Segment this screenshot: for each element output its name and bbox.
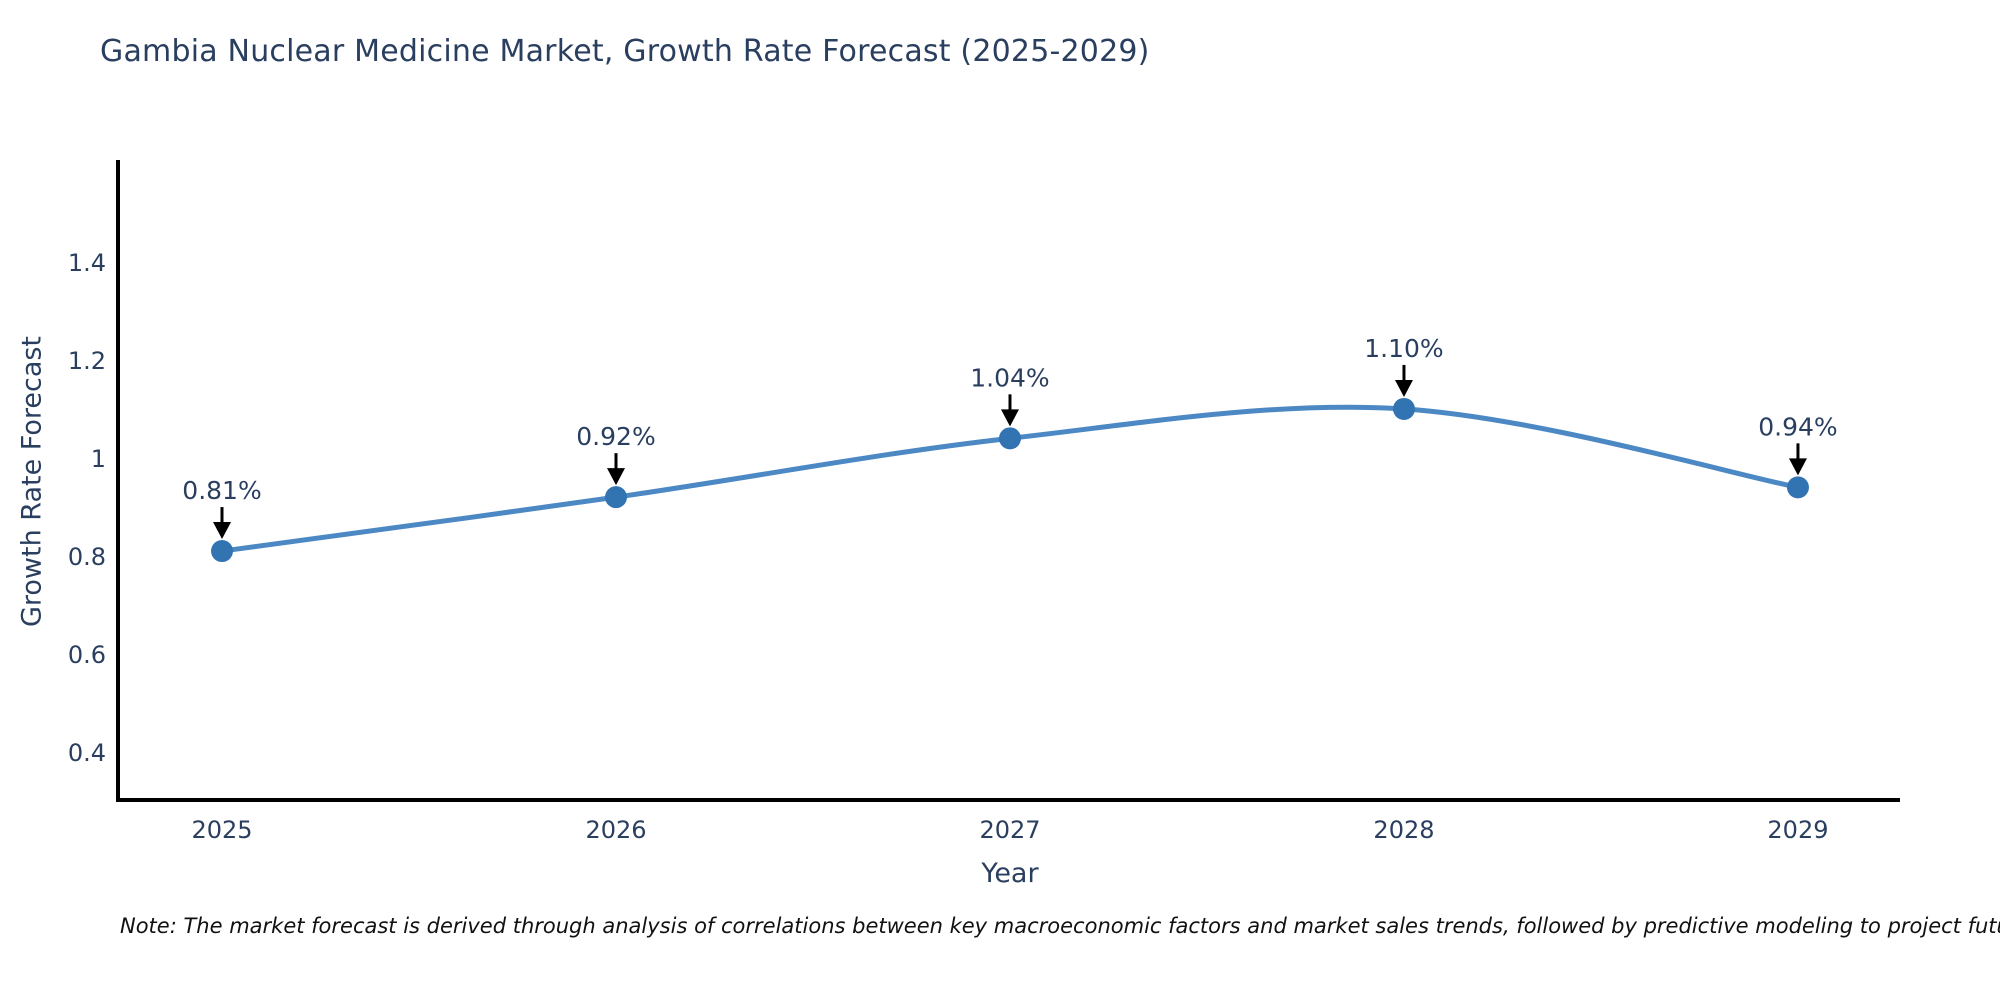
y-tick-label: 1.2	[68, 347, 106, 375]
y-tick-label: 0.8	[68, 543, 106, 571]
point-annotation-label: 0.81%	[182, 476, 261, 505]
x-tick-label: 2025	[191, 816, 252, 844]
point-annotation-label: 1.10%	[1364, 334, 1443, 363]
data-point-markers	[211, 397, 1809, 563]
point-annotation: 0.94%	[1758, 412, 1838, 476]
point-annotation: 0.92%	[576, 422, 656, 486]
data-point-marker[interactable]	[211, 540, 234, 563]
point-annotations: 0.81% 0.92% 1.04% 1.10% 0.94%	[182, 334, 1838, 540]
point-annotation: 1.04%	[970, 363, 1050, 427]
y-axis-tick-labels: 0.4 0.6 0.8 1 1.2 1.4	[68, 249, 106, 767]
data-point-marker[interactable]	[604, 486, 627, 509]
point-annotation-label: 1.04%	[970, 363, 1049, 392]
annotation-arrow-head	[1000, 409, 1019, 427]
annotation-arrow-head	[1394, 379, 1413, 397]
point-annotation: 1.10%	[1364, 334, 1444, 397]
x-tick-label: 2026	[585, 816, 646, 844]
x-tick-label: 2029	[1767, 816, 1828, 844]
x-tick-label: 2027	[979, 816, 1040, 844]
annotation-arrow-head	[1788, 458, 1807, 476]
data-point-marker[interactable]	[998, 427, 1021, 450]
footnote: Note: The market forecast is derived thr…	[120, 914, 2000, 938]
point-annotation-label: 0.94%	[1758, 412, 1837, 441]
point-annotation-label: 0.92%	[576, 422, 655, 451]
y-tick-label: 0.6	[68, 641, 106, 669]
x-axis-title: Year	[981, 858, 1039, 889]
data-point-marker[interactable]	[1786, 476, 1809, 499]
x-tick-label: 2028	[1373, 816, 1434, 844]
point-annotation: 0.81%	[182, 476, 262, 540]
annotation-arrow-head	[213, 522, 232, 540]
annotation-arrow-head	[606, 468, 625, 486]
y-axis-title: Growth Rate Forecast	[16, 335, 48, 628]
y-tick-label: 1	[91, 445, 106, 473]
x-axis-tick-labels: 2025 2026 2027 2028 2029	[191, 816, 1828, 844]
data-point-marker[interactable]	[1392, 397, 1415, 420]
y-tick-label: 0.4	[68, 739, 106, 767]
chart-title: Gambia Nuclear Medicine Market, Growth R…	[100, 34, 1150, 69]
y-tick-label: 1.4	[68, 249, 106, 277]
